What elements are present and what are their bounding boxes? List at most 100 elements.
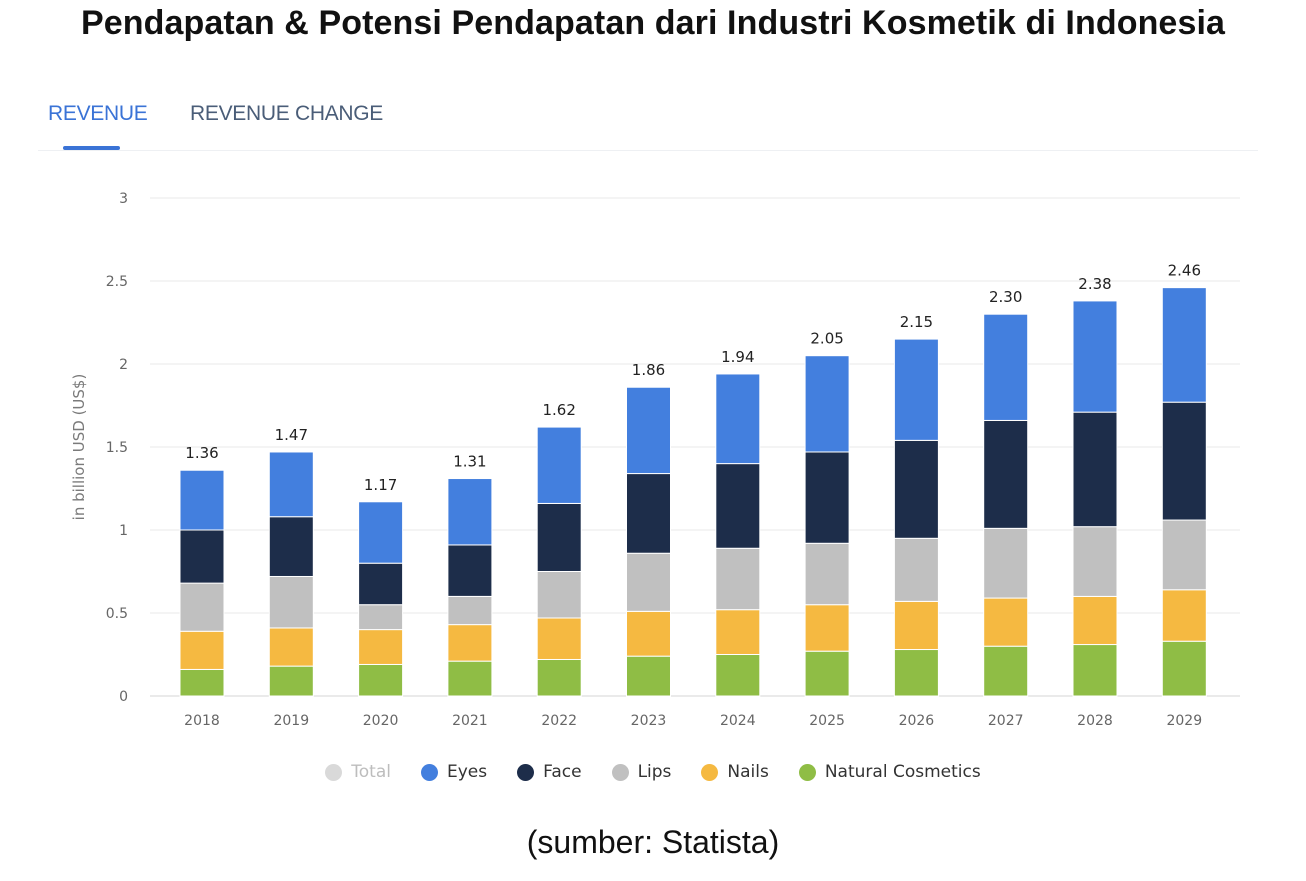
legend-item-face[interactable]: Face xyxy=(517,762,582,782)
bar-segment-eyes-2020[interactable] xyxy=(358,501,404,564)
bar-segment-lips-2029[interactable] xyxy=(1161,519,1207,591)
x-tick-label: 2021 xyxy=(452,713,488,729)
y-tick-label: 0 xyxy=(119,689,128,705)
gridlines xyxy=(150,197,1240,697)
x-tick-label: 2023 xyxy=(631,713,667,729)
bar-segment-nails-2021[interactable] xyxy=(447,624,493,662)
bar-segment-natural-cosmetics-2020[interactable] xyxy=(358,663,404,697)
bar-segment-face-2024[interactable] xyxy=(715,463,761,549)
legend-item-lips[interactable]: Lips xyxy=(611,762,671,782)
bar-segment-natural-cosmetics-2018[interactable] xyxy=(179,668,225,697)
page-title: Pendapatan & Potensi Pendapatan dari Ind… xyxy=(80,4,1226,42)
bar-segment-nails-2019[interactable] xyxy=(268,627,314,667)
bar-segment-natural-cosmetics-2024[interactable] xyxy=(715,654,761,697)
bar-segment-face-2023[interactable] xyxy=(626,473,671,554)
bar-segment-natural-cosmetics-2028[interactable] xyxy=(1072,644,1118,697)
bar-segment-eyes-2025[interactable] xyxy=(804,355,850,453)
bar-segment-eyes-2029[interactable] xyxy=(1161,287,1207,403)
bar-segment-lips-2018[interactable] xyxy=(179,582,225,632)
legend-label: Total xyxy=(351,762,391,782)
bar-segment-lips-2021[interactable] xyxy=(447,595,493,626)
total-value-label: 2.38 xyxy=(1078,275,1111,293)
bar-segment-face-2021[interactable] xyxy=(447,544,493,597)
bar-segment-eyes-2019[interactable] xyxy=(268,451,314,518)
bar-segment-face-2029[interactable] xyxy=(1161,401,1207,521)
bar-segment-eyes-2018[interactable] xyxy=(179,469,225,531)
bar-segment-eyes-2026[interactable] xyxy=(893,338,939,441)
legend-label: Eyes xyxy=(446,762,488,782)
bar-segment-eyes-2022[interactable] xyxy=(536,426,582,504)
bar-segment-lips-2025[interactable] xyxy=(804,542,850,606)
bar-segment-nails-2026[interactable] xyxy=(893,600,939,651)
x-tick-label: 2028 xyxy=(1077,713,1113,729)
tab-bar: REVENUE REVENUE CHANGE xyxy=(38,88,1258,151)
total-value-label: 1.86 xyxy=(632,361,665,379)
bar-segment-nails-2022[interactable] xyxy=(536,617,582,660)
total-value-label: 1.62 xyxy=(542,401,575,419)
bar-segment-natural-cosmetics-2027[interactable] xyxy=(983,645,1029,697)
bar-segment-face-2018[interactable] xyxy=(179,529,225,584)
bar-segment-lips-2022[interactable] xyxy=(536,571,582,619)
y-tick-label: 0.5 xyxy=(106,606,128,622)
legend-item-eyes[interactable]: Eyes xyxy=(420,762,488,782)
bar-segment-face-2020[interactable] xyxy=(358,562,404,606)
bar-segment-lips-2024[interactable] xyxy=(715,547,761,611)
total-value-label: 2.30 xyxy=(989,288,1022,306)
tab-revenue-change[interactable]: REVENUE CHANGE xyxy=(190,102,384,125)
bar-segment-nails-2025[interactable] xyxy=(804,604,850,652)
bar-segment-natural-cosmetics-2029[interactable] xyxy=(1161,640,1207,697)
bar-segment-nails-2018[interactable] xyxy=(179,630,225,670)
legend-item-nails[interactable]: Nails xyxy=(701,762,769,782)
y-axis-label: in billion USD (US$) xyxy=(70,374,88,521)
legend-item-total[interactable]: Total xyxy=(325,762,391,782)
total-labels: 1.36 1.47 1.17 1.31 1.62 1.86 1.94 2.05 2.15 2.30… xyxy=(185,262,1201,494)
x-tick-label: 2018 xyxy=(184,713,220,729)
bar-segment-nails-2027[interactable] xyxy=(983,597,1029,647)
bar-segment-eyes-2028[interactable] xyxy=(1072,300,1118,413)
bar-segment-lips-2027[interactable] xyxy=(983,527,1029,599)
bar-segment-face-2022[interactable] xyxy=(536,502,582,572)
total-value-label: 2.46 xyxy=(1168,262,1201,280)
y-tick-label: 3 xyxy=(119,191,128,207)
legend-dot-icon xyxy=(611,763,629,781)
bar-segment-eyes-2024[interactable] xyxy=(715,373,761,465)
bar-segment-nails-2020[interactable] xyxy=(358,629,404,665)
legend-dot-icon xyxy=(325,763,343,781)
bar-segment-natural-cosmetics-2023[interactable] xyxy=(626,655,671,697)
x-tick-label: 2019 xyxy=(273,713,309,729)
bar-segment-face-2028[interactable] xyxy=(1072,411,1118,528)
tab-revenue[interactable]: REVENUE xyxy=(48,102,148,125)
bar-segment-nails-2028[interactable] xyxy=(1072,595,1118,646)
bar-segment-lips-2028[interactable] xyxy=(1072,526,1118,597)
stacked-bar-chart: 00.511.522.53 in billion USD (US$) 1.361… xyxy=(70,191,1240,729)
legend-item-natural-cosmetics[interactable]: Natural Cosmetics xyxy=(798,762,981,782)
bar-segment-lips-2026[interactable] xyxy=(893,537,939,602)
bar-segment-natural-cosmetics-2021[interactable] xyxy=(447,660,493,697)
x-tick-label: 2025 xyxy=(809,713,845,729)
legend-label: Nails xyxy=(727,762,769,782)
bar-segment-eyes-2027[interactable] xyxy=(983,313,1029,421)
bar-segment-natural-cosmetics-2026[interactable] xyxy=(893,649,939,697)
bar-segment-lips-2019[interactable] xyxy=(268,575,314,629)
bar-segment-face-2026[interactable] xyxy=(893,439,939,539)
legend-label: Natural Cosmetics xyxy=(824,762,981,782)
bar-segment-nails-2024[interactable] xyxy=(715,609,761,655)
bar-segment-eyes-2023[interactable] xyxy=(626,386,671,475)
total-value-label: 1.31 xyxy=(453,453,486,471)
bar-segment-nails-2023[interactable] xyxy=(626,610,671,657)
bar-segment-nails-2029[interactable] xyxy=(1161,589,1207,642)
bar-segment-face-2019[interactable] xyxy=(268,516,314,577)
y-tick-label: 2.5 xyxy=(106,274,128,290)
legend-label: Face xyxy=(543,762,582,782)
bar-segment-lips-2023[interactable] xyxy=(626,552,671,612)
bar-segment-lips-2020[interactable] xyxy=(358,604,404,631)
bar-segment-natural-cosmetics-2019[interactable] xyxy=(268,665,314,697)
bar-segment-natural-cosmetics-2022[interactable] xyxy=(536,658,582,697)
y-tick-label: 1 xyxy=(119,523,128,539)
bar-segment-eyes-2021[interactable] xyxy=(447,478,493,546)
bar-segment-face-2027[interactable] xyxy=(983,419,1029,529)
y-tick-label: 1.5 xyxy=(106,440,128,456)
bar-segment-face-2025[interactable] xyxy=(804,451,850,544)
bar-segment-natural-cosmetics-2025[interactable] xyxy=(804,650,850,697)
total-value-label: 1.47 xyxy=(275,426,308,444)
